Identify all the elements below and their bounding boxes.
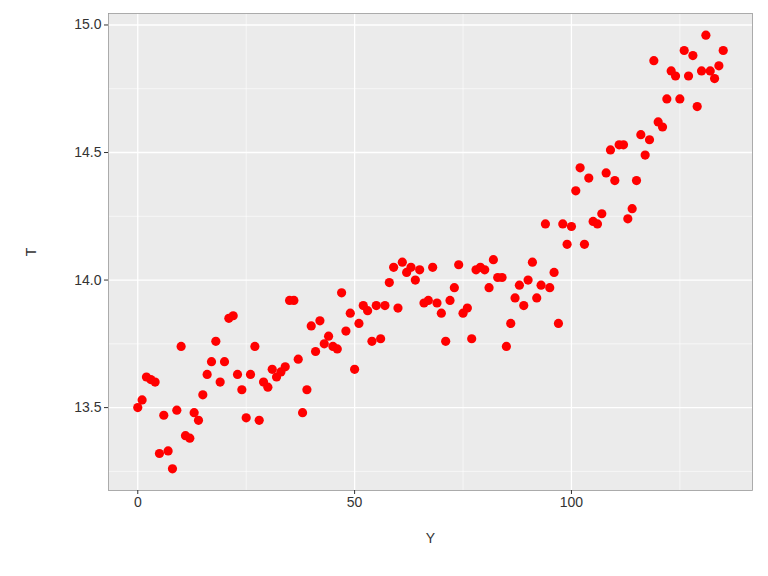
svg-text:13.5: 13.5 (74, 399, 101, 415)
svg-text:0: 0 (134, 494, 142, 510)
svg-text:T: T (23, 247, 39, 256)
svg-text:50: 50 (347, 494, 363, 510)
svg-text:15.0: 15.0 (74, 16, 101, 32)
svg-text:14.0: 14.0 (74, 272, 101, 288)
svg-text:100: 100 (560, 494, 584, 510)
svg-text:14.5: 14.5 (74, 144, 101, 160)
svg-text:Y: Y (426, 530, 436, 546)
